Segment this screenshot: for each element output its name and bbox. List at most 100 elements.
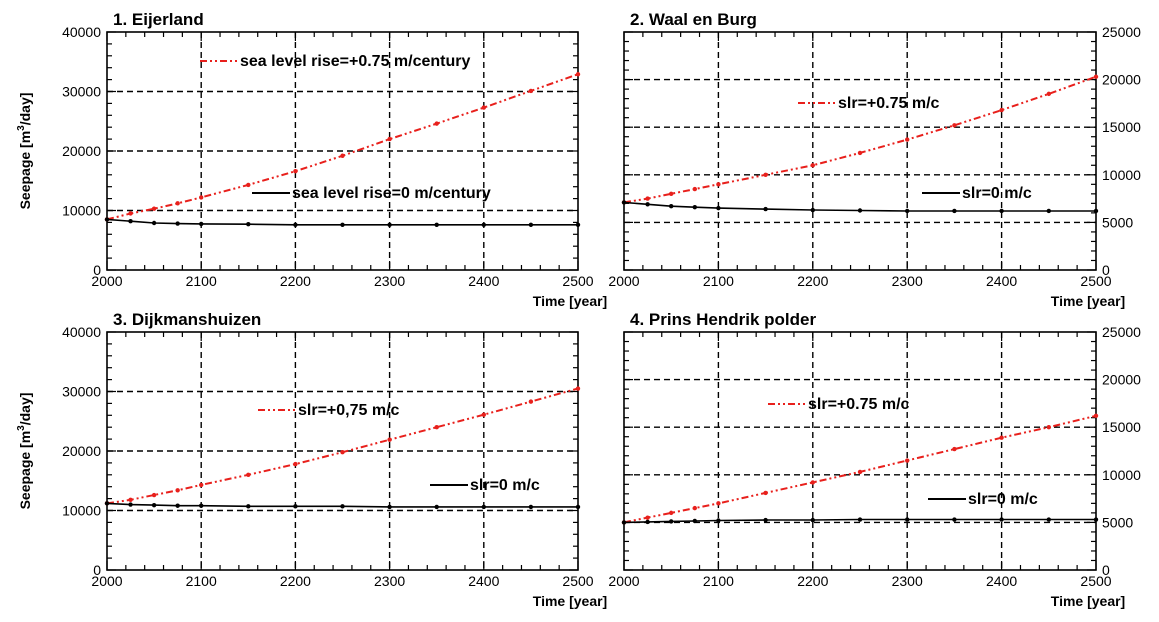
series-point xyxy=(528,399,534,404)
series-point xyxy=(905,458,910,463)
series-point xyxy=(857,517,863,522)
series-point xyxy=(175,488,180,493)
plot-frame xyxy=(623,31,1097,271)
series-point xyxy=(952,123,957,128)
series-point xyxy=(1046,425,1052,430)
series-point xyxy=(716,518,721,523)
series-point xyxy=(810,207,815,213)
series-point xyxy=(293,504,298,509)
series-point xyxy=(810,480,815,485)
x-tick-label: 2400 xyxy=(468,573,499,589)
series-point xyxy=(340,449,345,455)
series-point xyxy=(763,206,768,212)
series-point xyxy=(199,503,204,508)
y-tick-label: 30000 xyxy=(62,84,101,100)
series-point xyxy=(716,182,721,187)
series-point xyxy=(1093,517,1099,522)
series-point xyxy=(952,208,957,214)
series-point xyxy=(175,503,180,508)
series-point xyxy=(128,502,133,507)
series-point xyxy=(999,517,1004,522)
series-point xyxy=(199,221,204,227)
series-point xyxy=(293,461,298,467)
series-point xyxy=(763,517,768,523)
x-tick-label: 2400 xyxy=(468,273,499,289)
x-tick-label: 2200 xyxy=(797,573,828,589)
series-point xyxy=(434,504,439,510)
x-tick-label: 2100 xyxy=(703,573,734,589)
y-tick-label: 25000 xyxy=(1102,24,1141,40)
series-point xyxy=(1046,208,1052,214)
y-tick-label: 30000 xyxy=(62,384,101,400)
series-point xyxy=(481,412,486,417)
series-point xyxy=(387,136,392,142)
x-axis-label: Time [year] xyxy=(1051,293,1125,309)
y-tick-label: 0 xyxy=(1102,262,1110,278)
series-point xyxy=(340,504,345,509)
series-point xyxy=(246,221,251,227)
plot-frame xyxy=(106,31,579,271)
series-point xyxy=(104,217,110,222)
series-point xyxy=(692,505,697,511)
series-point xyxy=(528,88,534,94)
series-point xyxy=(999,107,1004,113)
series-point xyxy=(905,137,910,142)
series-point xyxy=(1046,91,1052,97)
legend-label: slr=0 m/c xyxy=(470,477,540,494)
series-point xyxy=(151,492,157,498)
series-point xyxy=(669,204,674,209)
series-point xyxy=(669,510,674,516)
y-tick-label: 10000 xyxy=(62,503,101,519)
y-tick-label: 20000 xyxy=(1102,372,1141,388)
series-point xyxy=(175,201,180,206)
series-point xyxy=(810,163,815,168)
x-tick-label: 2100 xyxy=(186,273,217,289)
series-point xyxy=(857,208,863,213)
x-tick-label: 2400 xyxy=(986,573,1017,589)
series-point xyxy=(434,425,439,430)
y-tick-label: 0 xyxy=(93,562,101,578)
x-tick-label: 2200 xyxy=(280,573,311,589)
series-point xyxy=(763,172,768,177)
series-point xyxy=(1093,74,1099,79)
x-axis-label: Time [year] xyxy=(533,593,607,609)
x-tick-label: 2500 xyxy=(562,573,593,589)
series-point xyxy=(481,222,486,227)
y-tick-label: 0 xyxy=(93,262,101,278)
series-point xyxy=(387,222,392,227)
series-point xyxy=(434,121,439,126)
series-point xyxy=(763,490,768,496)
series-point xyxy=(1046,517,1052,522)
series-point xyxy=(387,504,392,510)
series-point xyxy=(716,205,721,211)
y-axis-label: Seepage [m3/day] xyxy=(16,393,33,510)
y-tick-label: 0 xyxy=(1102,562,1110,578)
series-point xyxy=(151,220,157,226)
series-point xyxy=(575,386,581,391)
y-tick-label: 25000 xyxy=(1102,324,1141,340)
series-point xyxy=(434,222,439,227)
series-point xyxy=(575,72,581,77)
x-axis-label: Time [year] xyxy=(533,293,607,309)
x-tick-label: 2300 xyxy=(374,573,405,589)
series-point xyxy=(999,208,1004,214)
x-tick-label: 2500 xyxy=(1080,273,1111,289)
plot-frame xyxy=(623,331,1097,571)
legend-label: sea level rise=0 m/century xyxy=(292,185,491,202)
series-point xyxy=(999,435,1004,440)
series-point xyxy=(151,502,157,508)
series-point xyxy=(387,437,392,442)
x-tick-label: 2300 xyxy=(892,273,923,289)
series-point xyxy=(952,517,957,522)
series-point xyxy=(1093,208,1099,214)
series-point xyxy=(645,202,650,207)
series-point xyxy=(810,517,815,523)
series-point xyxy=(575,222,581,227)
series-point xyxy=(246,472,251,477)
series-point xyxy=(104,501,110,506)
series-point xyxy=(692,518,697,524)
x-tick-label: 2100 xyxy=(703,273,734,289)
series-point xyxy=(128,497,133,502)
legend-label: slr=+0.75 m/c xyxy=(838,95,940,112)
